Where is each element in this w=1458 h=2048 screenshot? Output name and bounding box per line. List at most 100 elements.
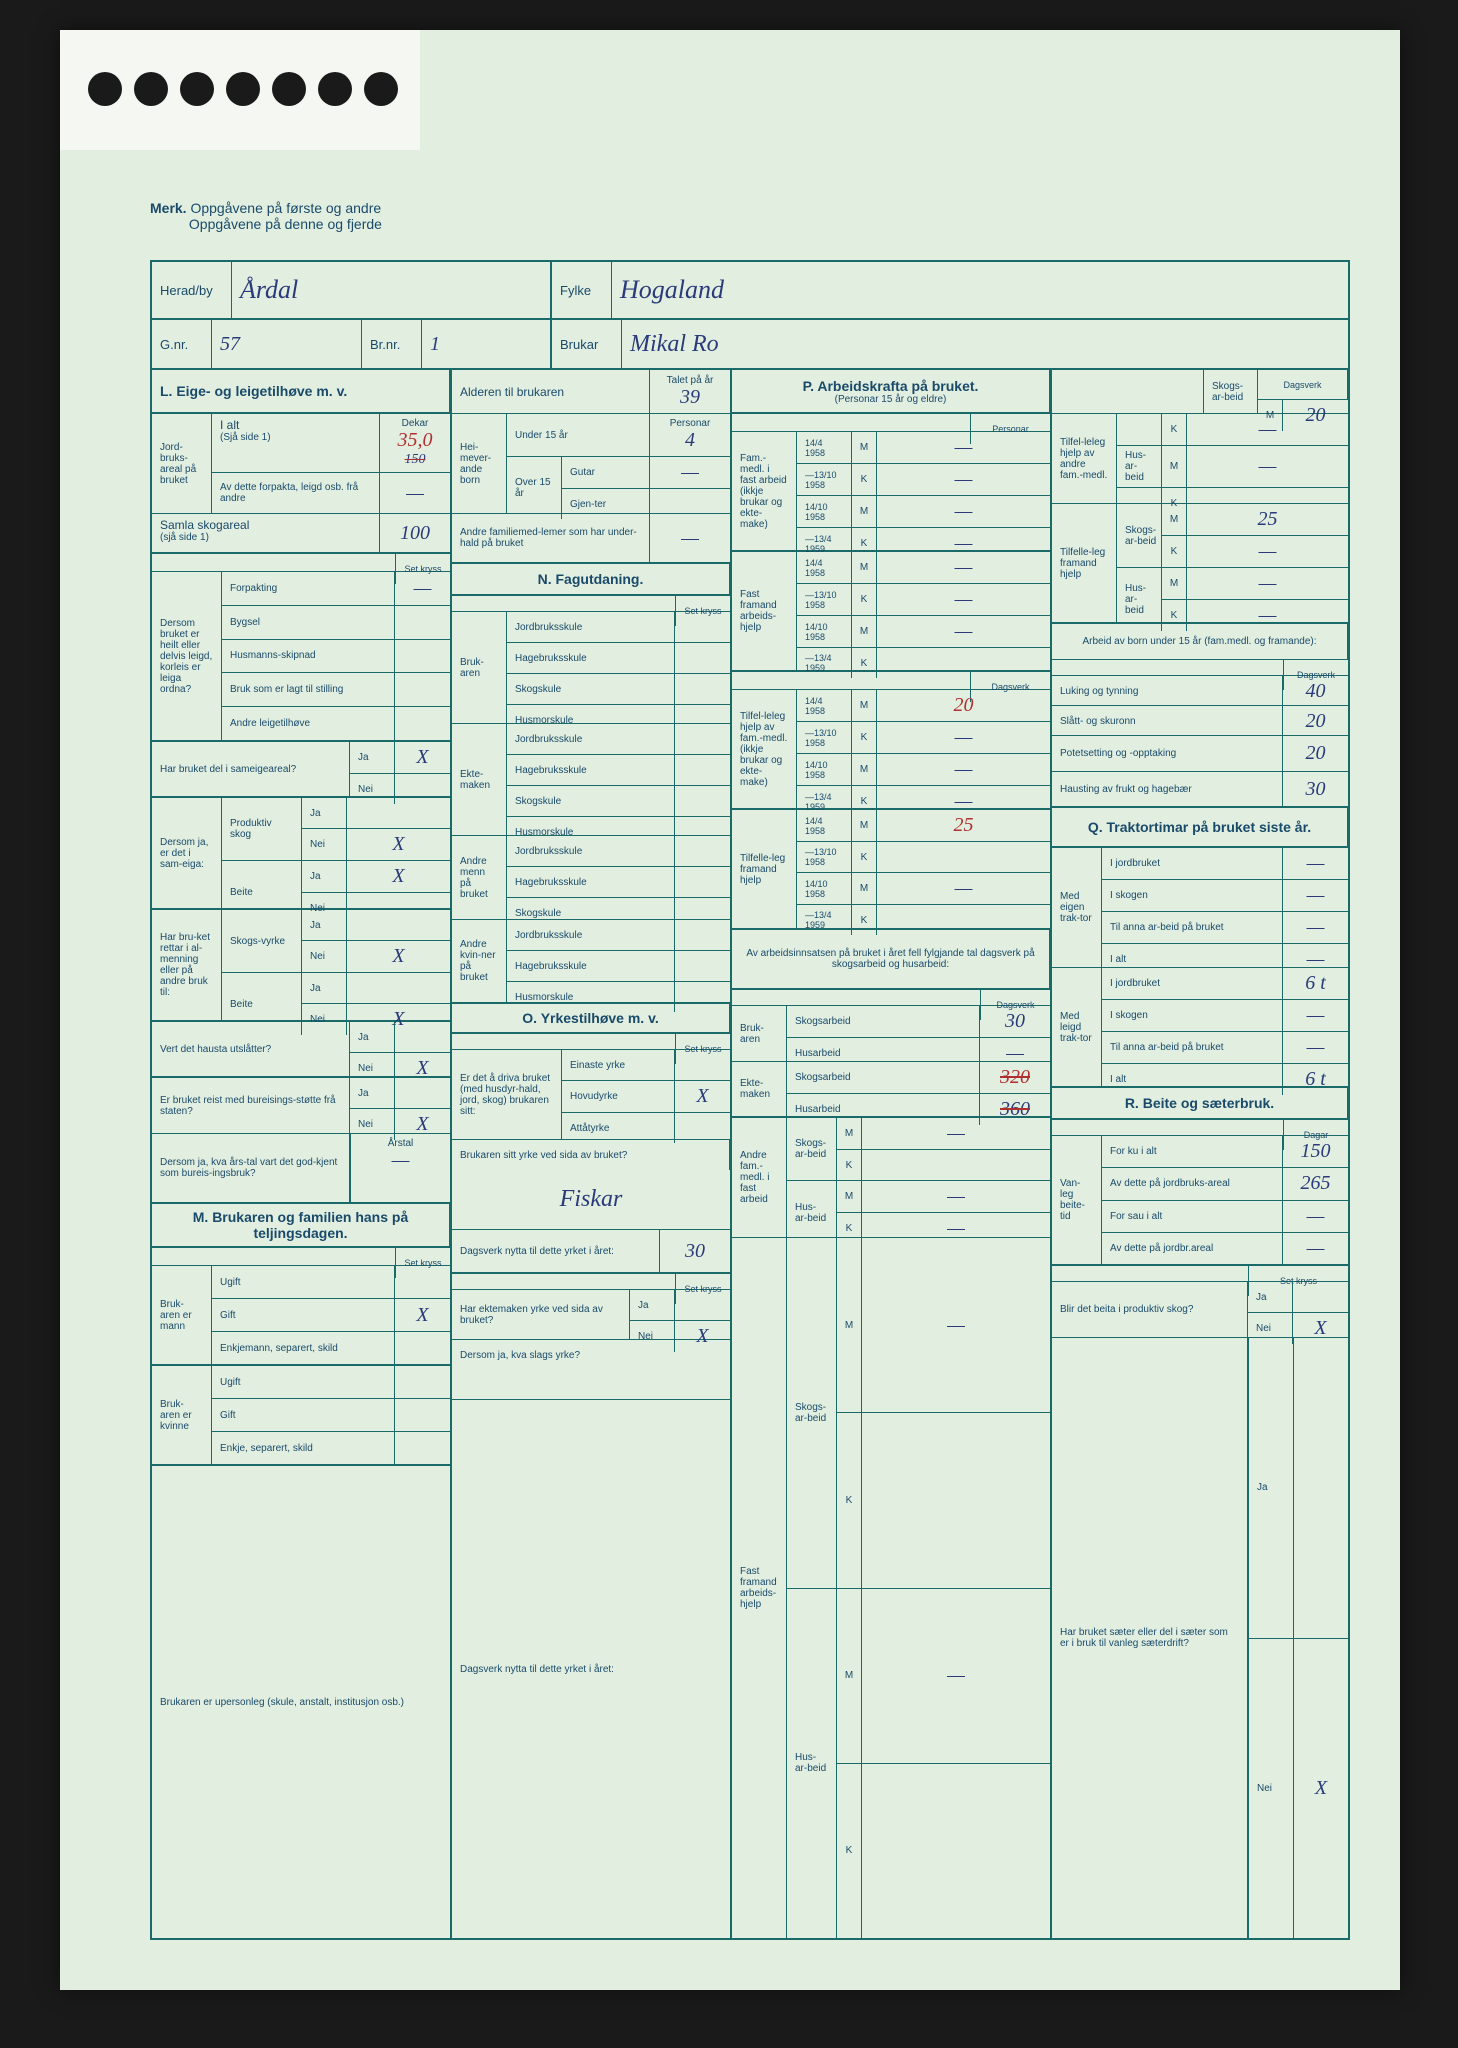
Q-e-iskog: I skogen (1110, 890, 1148, 901)
P-tfr-v1: 25 (954, 814, 974, 837)
R-hb-nei-x: X (1315, 1777, 1327, 1800)
P-ff2-hK: K (846, 1845, 853, 1856)
L-forpakting-v: — (414, 577, 432, 600)
R-blir-ja: Ja (1256, 1292, 1267, 1303)
PR-tff-K1: K (1171, 424, 1178, 435)
L-harbruket-label: Har bruket del i sameigeareal? (160, 764, 296, 775)
punch-strip (60, 30, 420, 150)
L-samla-value: 100 (400, 522, 430, 545)
P-ff2-hus: Hus-ar-beid (795, 1752, 828, 1774)
L-sv-nei-x: X (392, 945, 404, 968)
P-tf-M1: M (860, 700, 868, 711)
andrefam-label: Andre familiemed-lemer som har under-hal… (460, 527, 641, 549)
N-ektemaken: Ekte-maken (460, 769, 498, 791)
L-er-nei-x: X (416, 1113, 428, 1136)
PR-tilffram-label: Tilfelle-leg framand hjelp (1060, 547, 1108, 580)
P-ff2-skogs: Skogs-ar-beid (795, 1402, 828, 1424)
P-tfr-p3: 14/10 1958 (805, 879, 843, 899)
L-beite2: Beite (230, 999, 253, 1010)
P-tf-p2: —13/10 1958 (805, 728, 843, 748)
PR-hus-hdr: Hus-ar-beid (1125, 450, 1153, 483)
N-b-jord: Jordbruksskule (515, 622, 582, 633)
N-andrekvin: Andre kvin-ner på bruket (460, 939, 498, 983)
L-ialt-value: 35,0 (398, 429, 433, 452)
L-ps-nei-x: X (392, 833, 404, 856)
herad-label: Herad/by (152, 262, 232, 318)
L-avdette-label: Av dette forpakta, leigd osb. frå andre (220, 482, 371, 504)
PR-slatt: Slått- og skuronn (1060, 716, 1136, 727)
L-prodskog: Produktiv skog (230, 818, 293, 840)
L-forpakting: Forpakting (230, 583, 277, 594)
R-forsau-v: — (1307, 1205, 1325, 1228)
O-ja: Ja (638, 1300, 649, 1311)
P-b-skogs-v: 30 (1005, 1010, 1025, 1033)
O-dagsverk-label: Dagsverk nytta til dette yrket i året: (460, 1246, 614, 1257)
P-fm-p4: —13/4 1959 (805, 534, 843, 554)
P-ff-v2: — (955, 588, 973, 611)
section-P-title: P. Arbeidskrafta på bruket. (803, 378, 979, 394)
P-ff-p3: 14/10 1958 (805, 622, 843, 642)
L-jordbruks-label: Jord-bruks-areal på bruket (160, 442, 203, 486)
PR-v25: 25 (1258, 508, 1278, 531)
M-enkje: Enkje, separert, skild (220, 1443, 313, 1454)
L-sv-ja: Ja (310, 920, 321, 931)
L-bt-ja-x: X (392, 865, 404, 888)
Q-l-ialt: I alt (1110, 1074, 1126, 1085)
PR-slatt-v: 20 (1306, 710, 1326, 733)
L-dekar-label: Dekar (402, 418, 429, 429)
Q-medleigd: Med leigd trak-tor (1060, 1011, 1093, 1044)
L-erbruket-label: Er bruket reist med bureisings-støtte fr… (160, 1095, 341, 1117)
M-upers-label: Brukaren er upersonleg (skule, anstalt, … (160, 1697, 404, 1708)
P-fm-p1: 14/4 1958 (805, 438, 843, 458)
O-dagsverk2-label: Dagsverk nytta til dette yrket i året: (460, 1664, 614, 1675)
L-vert-nei: Nei (358, 1063, 373, 1074)
P-fm-M2: M (860, 506, 868, 517)
PR-tff-v1: — (1259, 418, 1277, 441)
note-bold: Merk. (150, 200, 187, 216)
Q-l-tilanna: Til anna ar-beid på bruket (1110, 1042, 1224, 1053)
N-am-jord: Jordbruksskule (515, 846, 582, 857)
P-ff2-hM: M (845, 1670, 853, 1681)
P-tfr-M2: M (860, 883, 868, 894)
L-ps-nei: Nei (310, 839, 325, 850)
P-tf-p4: —13/4 1959 (805, 792, 843, 812)
P-af-hKv: — (947, 1217, 965, 1240)
N-andremenn: Andre menn på bruket (460, 856, 498, 900)
L-arstal: Årstal (388, 1138, 414, 1149)
Q-l-ijord-v: 6 t (1305, 972, 1326, 995)
M-gift: Gift (220, 1310, 236, 1321)
N-brukaren: Bruk-aren (460, 657, 498, 679)
Q-e-ijord-v: — (1307, 852, 1325, 875)
section-M-title: M. Brukaren og familien hans på teljings… (160, 1209, 441, 1241)
R-avdette1: Av dette på jordbruks-areal (1110, 1178, 1230, 1189)
L-er-ja: Ja (358, 1088, 369, 1099)
L-beite: Beite (230, 887, 253, 898)
P-ff2-hMv: — (947, 1664, 965, 1687)
brnr-label: Br.nr. (362, 320, 422, 368)
gnr-value: 57 (220, 333, 240, 356)
fylke-value: Hogaland (620, 275, 724, 305)
P-tf-K1: K (861, 732, 868, 743)
M-enkjemann: Enkjemann, separert, skild (220, 1343, 338, 1354)
L-andreleige: Andre leigetilhøve (230, 718, 310, 729)
P-ff-v1: — (955, 556, 973, 579)
P-tf-K2: K (861, 796, 868, 807)
gutar-label: Gutar (570, 467, 595, 478)
personar-label: Personar (670, 418, 711, 429)
PR-tfr-sK: K (1171, 546, 1178, 557)
form-paper: Merk. Oppgåvene på første og andre Oppgå… (60, 30, 1400, 1990)
P-af-skogs: Skogs-ar-beid (795, 1138, 828, 1160)
O-dersomja-label: Dersom ja, kva slags yrke? (460, 1350, 580, 1361)
O-erdet-label: Er det å driva bruket (med husdyr-hald, … (460, 1073, 553, 1117)
P-fm-v2: — (955, 468, 973, 491)
P-tf-p1: 14/4 1958 (805, 696, 843, 716)
P-af-sMv: — (947, 1122, 965, 1145)
L-dersomja2-label: Dersom ja, kva års-tal vart det god-kjen… (160, 1157, 341, 1179)
PR-skogs-hdr: Skogs-ar-beid (1212, 381, 1249, 403)
P-ff2-sM: M (845, 1320, 853, 1331)
P-ektemaken2: Ekte-maken (740, 1078, 778, 1100)
P-ff-p1: 14/4 1958 (805, 558, 843, 578)
alder-title: Alderen til brukaren (460, 385, 564, 399)
O-attat: Attåtyrke (570, 1123, 609, 1134)
PR-tfr-sM: M (1170, 514, 1178, 525)
